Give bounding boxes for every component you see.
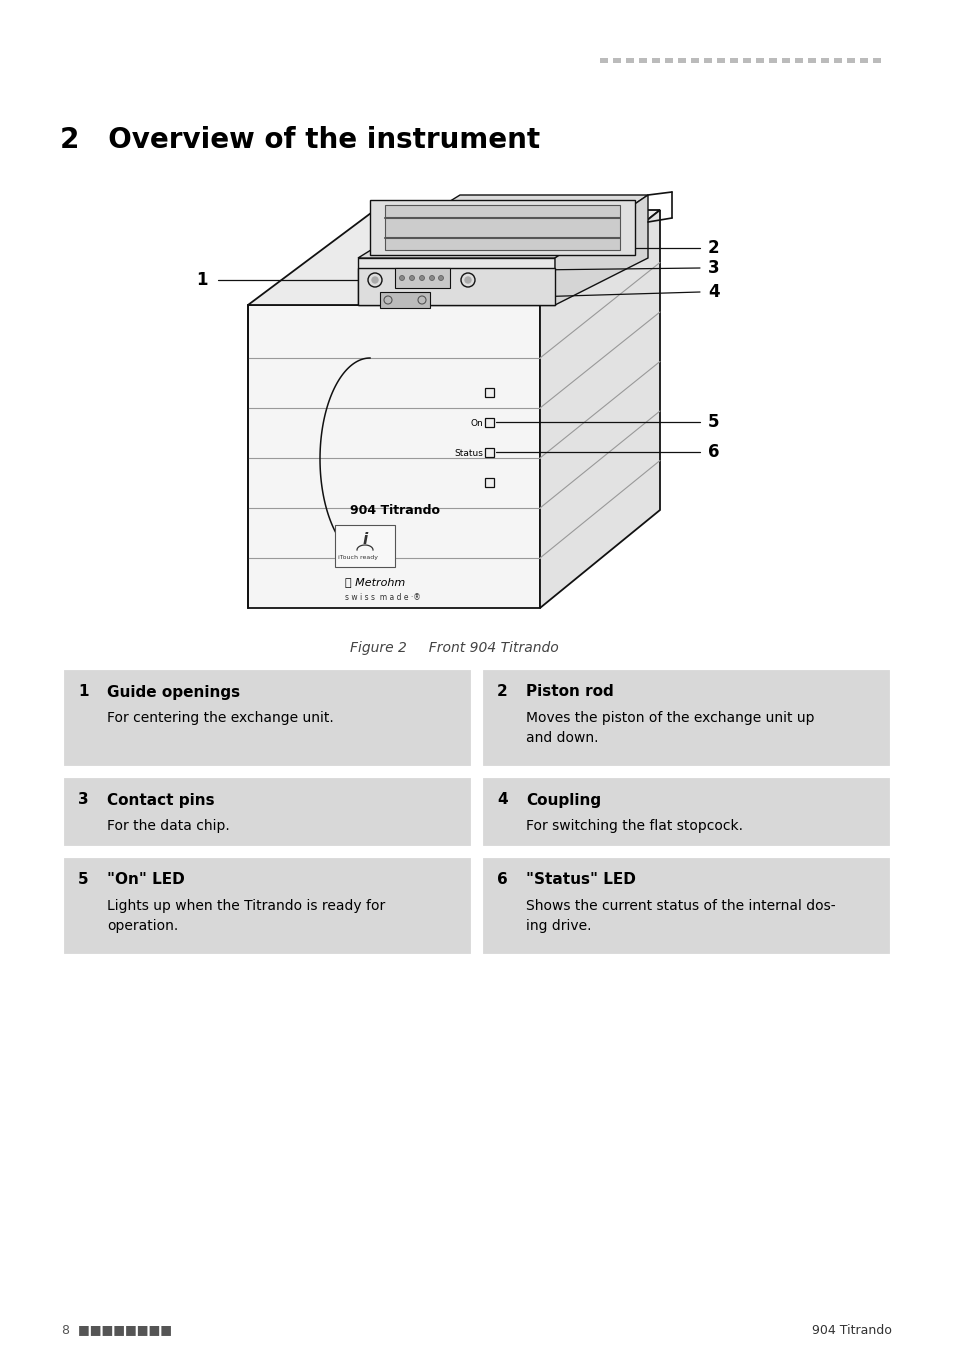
Polygon shape — [248, 211, 659, 305]
Polygon shape — [248, 305, 539, 608]
Text: Guide openings: Guide openings — [107, 684, 240, 699]
Text: 904 Titrando: 904 Titrando — [811, 1323, 891, 1336]
Bar — [821, 58, 828, 63]
Text: Coupling: Coupling — [525, 792, 600, 807]
Bar — [480, 856, 891, 956]
Text: For switching the flat stopcock.: For switching the flat stopcock. — [525, 819, 742, 833]
Bar — [639, 58, 646, 63]
Bar — [768, 58, 776, 63]
Bar — [872, 58, 880, 63]
Bar — [62, 856, 473, 956]
Bar — [625, 58, 634, 63]
Text: 5: 5 — [707, 413, 719, 431]
Bar — [794, 58, 802, 63]
Bar — [480, 668, 891, 768]
Circle shape — [399, 275, 404, 281]
Bar — [781, 58, 789, 63]
Polygon shape — [357, 194, 647, 258]
Text: Lights up when the Titrando is ready for: Lights up when the Titrando is ready for — [107, 899, 385, 913]
Text: Contact pins: Contact pins — [107, 792, 214, 807]
Text: Moves the piston of the exchange unit up: Moves the piston of the exchange unit up — [525, 711, 814, 725]
Text: 904 Titrando: 904 Titrando — [350, 504, 439, 517]
Text: 5: 5 — [78, 872, 89, 887]
Bar — [62, 776, 473, 848]
Text: 6: 6 — [707, 443, 719, 460]
Text: "On" LED: "On" LED — [107, 872, 185, 887]
Text: and down.: and down. — [525, 730, 598, 745]
Text: Piston rod: Piston rod — [525, 684, 613, 699]
Text: For centering the exchange unit.: For centering the exchange unit. — [107, 711, 334, 725]
Text: Figure 2     Front 904 Titrando: Figure 2 Front 904 Titrando — [349, 641, 558, 655]
Text: operation.: operation. — [107, 919, 178, 933]
Text: 6: 6 — [497, 872, 507, 887]
Polygon shape — [379, 292, 430, 308]
Bar — [742, 58, 750, 63]
Polygon shape — [385, 205, 619, 250]
Text: i: i — [362, 532, 367, 548]
Polygon shape — [539, 211, 659, 608]
Polygon shape — [357, 258, 555, 305]
Polygon shape — [357, 269, 555, 305]
Bar — [62, 668, 473, 768]
Text: 4: 4 — [497, 792, 507, 807]
Text: 3: 3 — [707, 259, 719, 277]
Bar — [484, 387, 494, 397]
Text: On: On — [470, 418, 482, 428]
Text: 2   Overview of the instrument: 2 Overview of the instrument — [60, 126, 539, 154]
Circle shape — [409, 275, 414, 281]
Text: Ⓜ Metrohm: Ⓜ Metrohm — [345, 576, 405, 587]
Text: 1: 1 — [196, 271, 208, 289]
Text: iTouch ready: iTouch ready — [337, 555, 377, 560]
Bar — [664, 58, 672, 63]
Text: Shows the current status of the internal dos-: Shows the current status of the internal… — [525, 899, 835, 913]
Bar — [703, 58, 711, 63]
Text: s w i s s  m a d e ·®: s w i s s m a d e ·® — [345, 594, 420, 602]
Bar — [755, 58, 763, 63]
Text: Status: Status — [454, 448, 482, 458]
Circle shape — [438, 275, 443, 281]
Bar — [833, 58, 841, 63]
Text: 2: 2 — [707, 239, 719, 256]
Circle shape — [464, 277, 471, 284]
Text: 4: 4 — [707, 284, 719, 301]
Text: ing drive.: ing drive. — [525, 919, 591, 933]
Circle shape — [372, 277, 377, 284]
Text: 1: 1 — [78, 684, 89, 699]
Bar — [729, 58, 738, 63]
Bar — [678, 58, 685, 63]
Bar — [395, 269, 450, 288]
Circle shape — [419, 275, 424, 281]
Bar — [335, 525, 395, 567]
Bar — [690, 58, 699, 63]
Bar — [717, 58, 724, 63]
Bar — [859, 58, 867, 63]
Polygon shape — [370, 200, 635, 255]
Text: 8  ■■■■■■■■: 8 ■■■■■■■■ — [62, 1323, 172, 1336]
Bar — [480, 776, 891, 848]
Text: 3: 3 — [78, 792, 89, 807]
Bar — [484, 418, 494, 427]
Bar — [651, 58, 659, 63]
Text: 2: 2 — [497, 684, 507, 699]
Bar — [599, 58, 607, 63]
Bar — [846, 58, 854, 63]
Text: "Status" LED: "Status" LED — [525, 872, 636, 887]
Bar — [484, 478, 494, 487]
Bar — [613, 58, 620, 63]
Bar — [807, 58, 815, 63]
Polygon shape — [555, 194, 647, 305]
Circle shape — [429, 275, 434, 281]
Text: For the data chip.: For the data chip. — [107, 819, 230, 833]
Bar — [484, 448, 494, 458]
